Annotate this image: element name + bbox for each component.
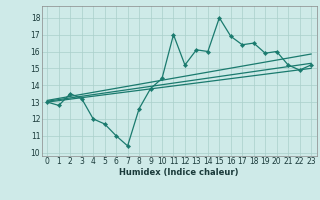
X-axis label: Humidex (Indice chaleur): Humidex (Indice chaleur) bbox=[119, 168, 239, 177]
